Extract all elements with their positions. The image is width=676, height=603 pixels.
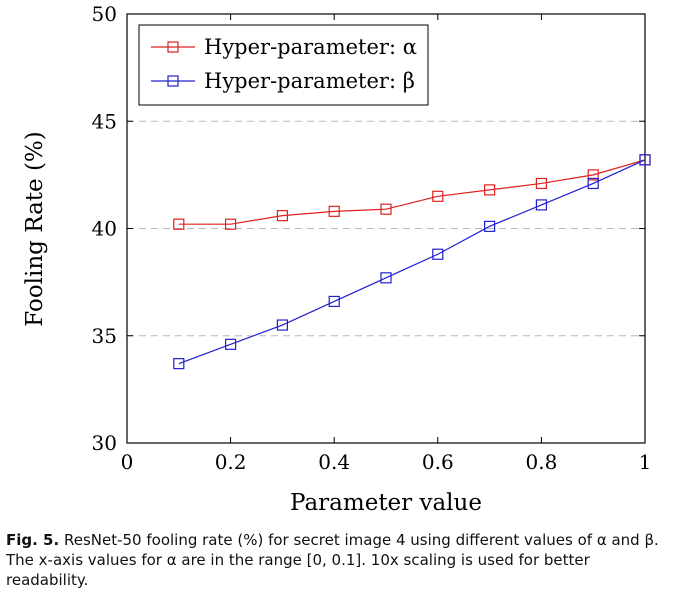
data-point	[587, 169, 599, 181]
data-point	[276, 319, 288, 331]
y-tick-label: 30	[92, 431, 117, 455]
data-point	[380, 272, 392, 284]
legend-box	[138, 24, 429, 106]
series-line-0	[178, 159, 646, 225]
data-point	[328, 295, 340, 308]
x-axis-label: Parameter value	[290, 490, 482, 516]
figure-label: Fig. 5.	[6, 531, 60, 549]
data-point	[484, 220, 496, 232]
x-tick-label: 0.4	[318, 450, 350, 474]
data-point	[225, 218, 237, 230]
data-point	[173, 218, 185, 230]
data-point	[535, 177, 548, 190]
legend-marker-1	[167, 75, 179, 87]
data-point	[328, 205, 340, 217]
caption-text: ResNet-50 fooling rate (%) for secret im…	[6, 531, 659, 589]
legend: Hyper-parameter: α Hyper-parameter: β	[138, 24, 429, 106]
x-tick-label: 1	[639, 450, 652, 474]
data-point	[276, 210, 288, 222]
data-point	[587, 177, 599, 190]
legend-label-1: Hyper-parameter: β	[204, 69, 415, 93]
data-point	[535, 199, 548, 211]
x-tick-label: 0.2	[215, 450, 247, 474]
line-chart: 0 0.2 0.4 0.6 0.8 1 30 35 40 45 50 Parameter value…	[22, 2, 652, 516]
x-tick-label: 0	[121, 450, 134, 474]
series-line-1	[178, 159, 646, 365]
data-point	[432, 248, 444, 260]
data-point	[225, 338, 237, 350]
data-series	[173, 154, 651, 370]
x-tick-label: 0.8	[525, 450, 557, 474]
y-tick-label: 45	[92, 109, 117, 133]
x-tick-label: 0.6	[422, 450, 454, 474]
figure-caption: Fig. 5. ResNet-50 fooling rate (%) for s…	[6, 530, 670, 590]
legend-label-0: Hyper-parameter: α	[204, 35, 417, 59]
y-tick-label: 35	[92, 324, 117, 348]
y-tick-label: 50	[92, 2, 117, 26]
data-point	[380, 203, 392, 215]
data-point	[173, 358, 185, 370]
legend-marker-0	[167, 41, 179, 53]
data-point	[484, 184, 496, 196]
y-tick-label: 40	[92, 217, 117, 241]
data-point	[432, 190, 444, 202]
y-axis-label: Fooling Rate (%)	[22, 131, 48, 326]
axis-ticks: 0 0.2 0.4 0.6 0.8 1 30 35 40 45 50	[92, 2, 652, 474]
gridlines	[127, 120, 645, 337]
data-point	[639, 154, 651, 166]
